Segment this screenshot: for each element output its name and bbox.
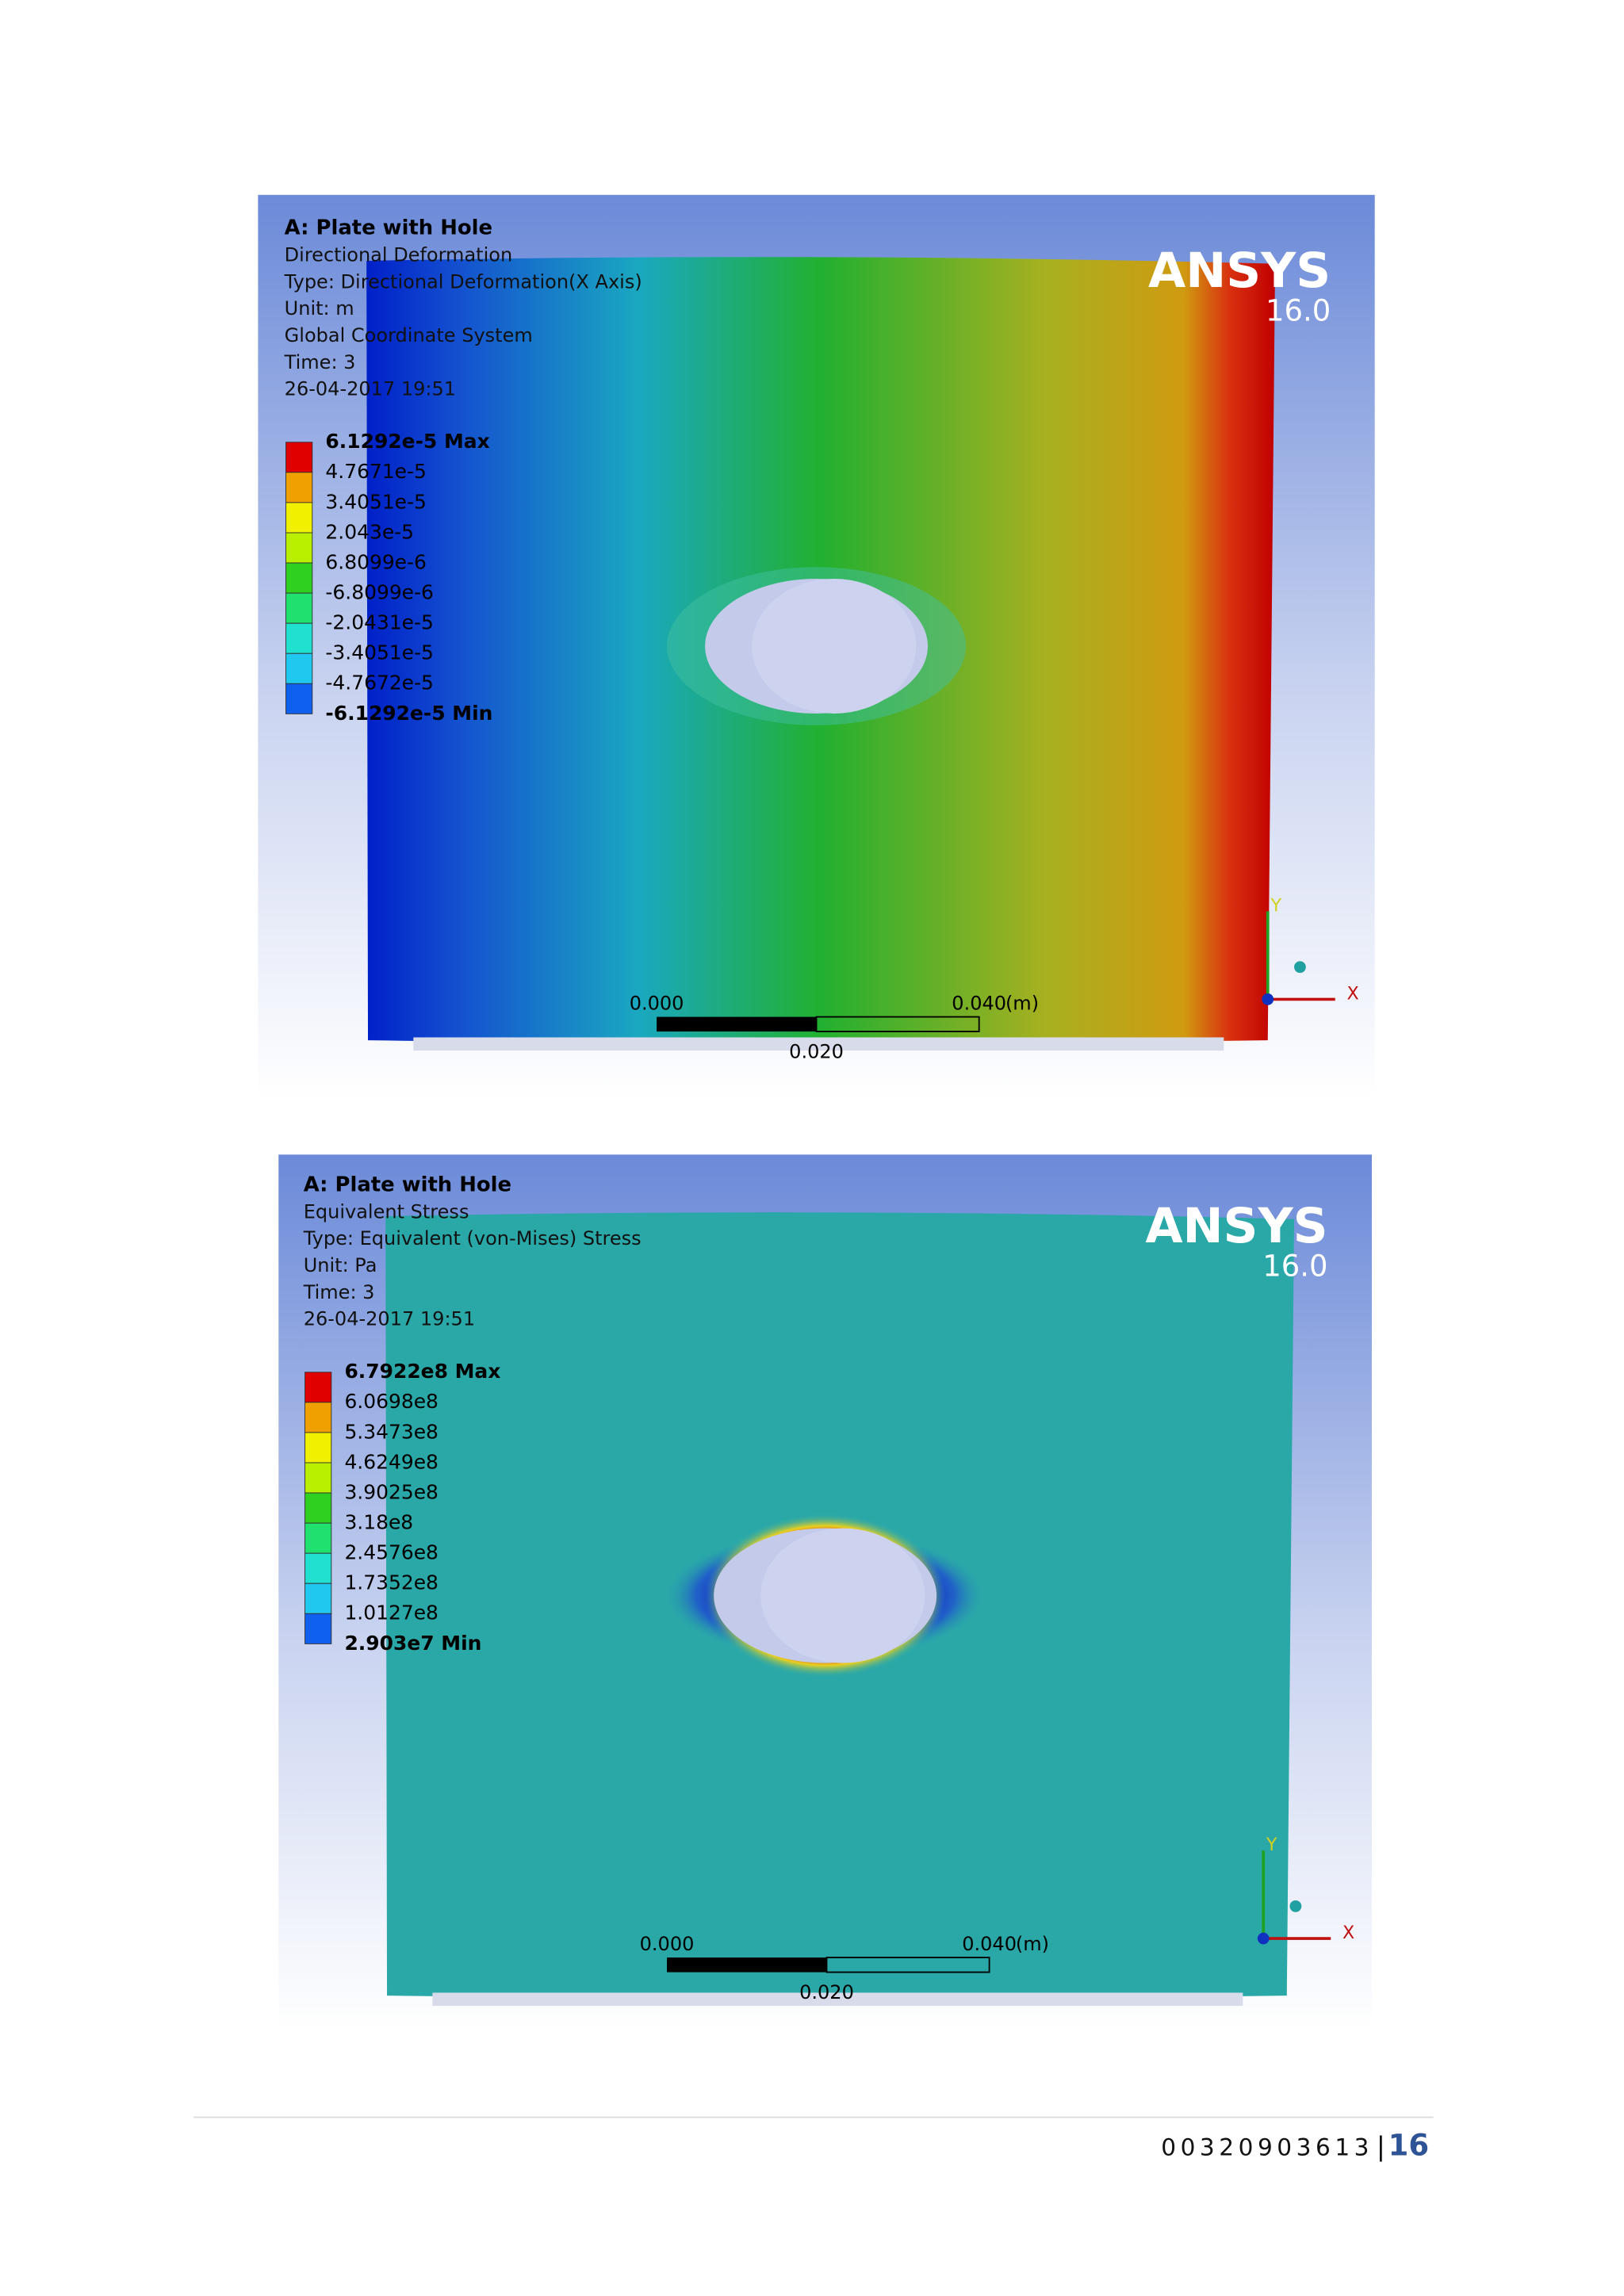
- header-line: Unit: Pa: [304, 1254, 377, 1276]
- triad-origin: [1262, 993, 1274, 1005]
- scale-unit: (m): [1005, 992, 1039, 1014]
- header-line: Time: 3: [303, 1281, 375, 1303]
- brand-version: 16.0: [1262, 1249, 1327, 1284]
- triad-ball: [1289, 1900, 1302, 1912]
- legend-label: 6.8099e-6: [325, 550, 426, 573]
- header-line: Directional Deformation: [285, 244, 513, 266]
- legend-swatch: [285, 532, 313, 564]
- header-line: Type: Equivalent (von-Mises) Stress: [303, 1227, 642, 1249]
- legend-label: 3.18e8: [344, 1511, 413, 1534]
- triad-origin: [1257, 1932, 1270, 1945]
- legend-swatch: [285, 442, 313, 473]
- legend-label: -2.0431e-5: [325, 611, 433, 634]
- scale-bar-light: [815, 1016, 980, 1032]
- header-line: Equivalent Stress: [304, 1200, 469, 1223]
- page-number: 16: [1388, 2129, 1429, 2163]
- legend-label: 4.7671e-5: [325, 460, 426, 483]
- scale-label: 0.000: [640, 1933, 695, 1955]
- legend-label: -6.1292e-5 Min: [325, 702, 492, 725]
- legend-swatch: [304, 1372, 332, 1403]
- legend-swatch: [285, 472, 313, 503]
- document-id: 00320903613: [1161, 2134, 1373, 2161]
- plate-shadow: [413, 1037, 1224, 1051]
- legend-swatch: [285, 622, 313, 654]
- legend-label: 3.9025e8: [344, 1480, 438, 1503]
- legend-label: 3.4051e-5: [325, 490, 426, 513]
- scale-bar-dark: [657, 1016, 817, 1032]
- legend-label: -3.4051e-5: [325, 641, 433, 664]
- legend-label: -6.8099e-6: [325, 581, 433, 604]
- hole-inner: [752, 579, 917, 714]
- header-line: 26-04-2017 19:51: [304, 1308, 475, 1330]
- legend-swatch: [285, 502, 313, 534]
- triad-ball: [1294, 961, 1306, 974]
- plate-shadow: [432, 1992, 1243, 2007]
- brand-name: ANSYS: [1148, 243, 1331, 299]
- legend-label: 6.1292e-5 Max: [325, 430, 489, 453]
- legend-swatch: [304, 1582, 332, 1614]
- header-line: Type: Directional Deformation(X Axis): [284, 270, 642, 293]
- scale-bar-dark: [667, 1957, 827, 1973]
- legend-swatch: [304, 1492, 332, 1524]
- scale-bar-light: [825, 1957, 990, 1973]
- legend-swatch: [285, 562, 313, 594]
- figure-title: A: Plate with Hole: [304, 1173, 511, 1197]
- header-line: Time: 3: [284, 351, 356, 373]
- figure-title: A: Plate with Hole: [285, 216, 492, 240]
- scale-unit: (m): [1016, 1933, 1049, 1955]
- legend-swatch: [304, 1462, 332, 1494]
- ansys-figure: A: Plate with Hole Directional Deformatio…: [258, 194, 1375, 1100]
- legend-swatch: [285, 592, 313, 624]
- legend-label: 2.4576e8: [344, 1541, 438, 1564]
- ansys-figure: A: Plate with Hole Equivalent Stress Type:…: [278, 1154, 1372, 2030]
- legend-label: 1.0127e8: [344, 1601, 438, 1624]
- legend-label: -4.7672e-5: [325, 672, 433, 695]
- triad-label-y: Y: [1266, 1835, 1277, 1855]
- legend-swatch: [285, 652, 313, 684]
- header-line: 26-04-2017 19:51: [285, 378, 456, 400]
- legend-swatch: [304, 1432, 332, 1464]
- brand-version: 16.0: [1266, 294, 1331, 328]
- scale-label: 0.040: [962, 1933, 1017, 1955]
- legend-label: 2.043e-5: [325, 520, 414, 543]
- legend-swatch: [285, 683, 313, 714]
- footer: 00320903613 | 16: [1161, 2129, 1429, 2163]
- header-line: Unit: m: [285, 297, 354, 320]
- header-line: Global Coordinate System: [285, 324, 533, 346]
- scale-label: 0.000: [630, 992, 684, 1014]
- hole-inner: [760, 1528, 925, 1663]
- legend-swatch: [304, 1552, 332, 1584]
- scale-label: 0.020: [789, 1040, 844, 1062]
- legend-label: 6.0698e8: [344, 1390, 438, 1413]
- legend-label: 5.3473e8: [344, 1420, 438, 1443]
- triad-label-x: X: [1342, 1923, 1354, 1943]
- triad-label-x: X: [1347, 983, 1359, 1004]
- separator: |: [1377, 2131, 1385, 2162]
- legend-label: 1.7352e8: [344, 1571, 438, 1594]
- legend-label: 6.7922e8 Max: [344, 1360, 500, 1383]
- legend-swatch: [304, 1402, 332, 1433]
- triad-label-y: Y: [1270, 896, 1281, 916]
- scale-label: 0.020: [799, 1981, 854, 2003]
- legend-label: 4.6249e8: [344, 1450, 438, 1473]
- legend-swatch: [304, 1613, 332, 1644]
- legend-swatch: [304, 1522, 332, 1554]
- scale-label: 0.040: [952, 992, 1006, 1014]
- legend-label: 2.903e7 Min: [344, 1632, 481, 1655]
- brand-name: ANSYS: [1145, 1198, 1327, 1254]
